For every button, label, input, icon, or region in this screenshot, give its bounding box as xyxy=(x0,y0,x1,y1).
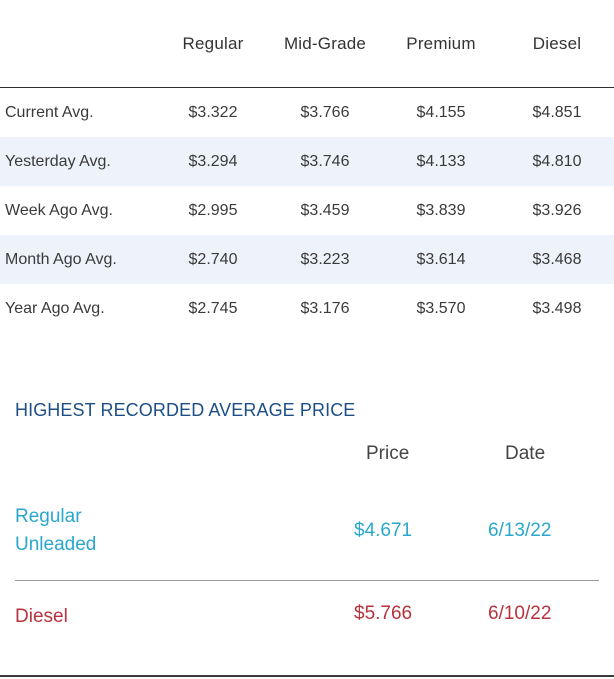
cell-premium: $4.133 xyxy=(416,152,466,170)
row-label: Week Ago Avg. xyxy=(5,201,113,219)
table-row-month-ago: Month Ago Avg. $2.740 $3.223 $3.614 $3.4… xyxy=(0,235,614,284)
cell-premium: $3.570 xyxy=(416,299,466,317)
column-header-diesel: Diesel xyxy=(532,34,582,53)
table-row-year-ago: Year Ago Avg. $2.745 $3.176 $3.570 $3.49… xyxy=(0,284,614,333)
highest-label: Diesel xyxy=(15,606,68,627)
table-row-current: Current Avg. $3.322 $3.766 $4.155 $4.851 xyxy=(0,88,614,137)
cell-diesel: $4.851 xyxy=(532,103,582,121)
highest-price: $4.671 xyxy=(354,520,413,541)
cell-mid-grade: $3.746 xyxy=(300,152,350,170)
cell-premium: $3.614 xyxy=(416,250,466,268)
bottom-divider xyxy=(0,675,614,677)
average-price-table: Regular Mid- Grade Premium Diesel Curren… xyxy=(0,0,614,333)
row-label: Month Ago Avg. xyxy=(5,250,117,268)
highest-date: 6/10/22 xyxy=(488,603,552,624)
cell-premium: $3.839 xyxy=(416,201,466,219)
cell-mid-grade: $3.223 xyxy=(300,250,350,268)
row-label: Yesterday Avg. xyxy=(5,152,111,170)
highest-price-header: Price xyxy=(366,443,410,464)
cell-regular: $2.740 xyxy=(188,250,238,268)
table-header-row: Regular Mid- Grade Premium Diesel xyxy=(0,0,614,88)
cell-regular: $2.995 xyxy=(188,201,238,219)
mid-grade-header-line2: Grade xyxy=(317,34,367,53)
cell-premium: $4.155 xyxy=(416,103,466,121)
column-header-premium: Premium xyxy=(406,34,476,53)
mid-grade-header-line1: Mid- xyxy=(283,34,318,53)
highest-price: $5.766 xyxy=(354,603,413,624)
cell-mid-grade: $3.766 xyxy=(300,103,350,121)
highest-date: 6/13/22 xyxy=(488,520,552,541)
cell-diesel: $3.926 xyxy=(532,201,582,219)
cell-regular: $3.294 xyxy=(188,152,238,170)
cell-diesel: $3.468 xyxy=(532,250,582,268)
column-header-regular: Regular xyxy=(182,34,244,53)
cell-mid-grade: $3.176 xyxy=(300,299,350,317)
highest-date-header: Date xyxy=(505,443,546,464)
table-row-yesterday: Yesterday Avg. $3.294 $3.746 $4.133 $4.8… xyxy=(0,137,614,186)
cell-regular: $3.322 xyxy=(188,103,238,121)
highest-recorded-title: HIGHEST RECORDED AVERAGE PRICE xyxy=(15,400,356,420)
cell-mid-grade: $3.459 xyxy=(300,201,350,219)
section-divider xyxy=(15,580,599,581)
highest-label-line1: Regular xyxy=(15,506,82,527)
cell-diesel: $4.810 xyxy=(532,152,582,170)
cell-diesel: $3.498 xyxy=(532,299,582,317)
row-label: Current Avg. xyxy=(5,103,94,121)
row-label: Year Ago Avg. xyxy=(5,299,105,317)
column-header-mid-grade: Mid- Grade xyxy=(280,0,370,88)
cell-regular: $2.745 xyxy=(188,299,238,317)
highest-label: Regular Unleaded xyxy=(15,503,96,559)
table-row-week-ago: Week Ago Avg. $2.995 $3.459 $3.839 $3.92… xyxy=(0,186,614,235)
highest-label-line2: Unleaded xyxy=(15,534,97,555)
